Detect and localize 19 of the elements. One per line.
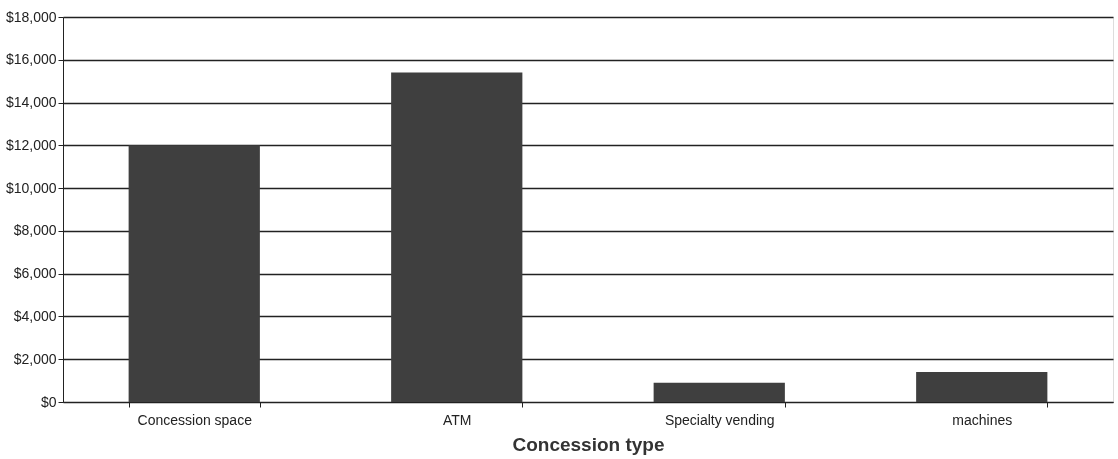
bar xyxy=(391,72,523,402)
x-tick-label: Concession space xyxy=(137,411,253,428)
y-tick-label: $10,000 xyxy=(5,179,57,196)
y-tick-label: $16,000 xyxy=(5,51,57,68)
y-tick-label: $6,000 xyxy=(13,265,57,282)
y-tick-label: $4,000 xyxy=(13,307,57,324)
y-tick-label: $18,000 xyxy=(5,8,57,25)
bar xyxy=(653,382,785,402)
bar xyxy=(916,372,1048,402)
x-tick-label: ATM xyxy=(442,411,472,428)
y-tick-label: $12,000 xyxy=(5,136,57,153)
y-tick-label: $14,000 xyxy=(5,94,57,111)
y-tick-label: $8,000 xyxy=(13,222,57,239)
x-tick-label: machines xyxy=(952,411,1013,428)
y-tick-label: $0 xyxy=(40,393,57,410)
x-tick-label: Specialty vending xyxy=(664,411,775,428)
x-axis-title: Concession type xyxy=(512,433,665,455)
bar xyxy=(128,145,260,402)
y-tick-label: $2,000 xyxy=(13,350,57,367)
